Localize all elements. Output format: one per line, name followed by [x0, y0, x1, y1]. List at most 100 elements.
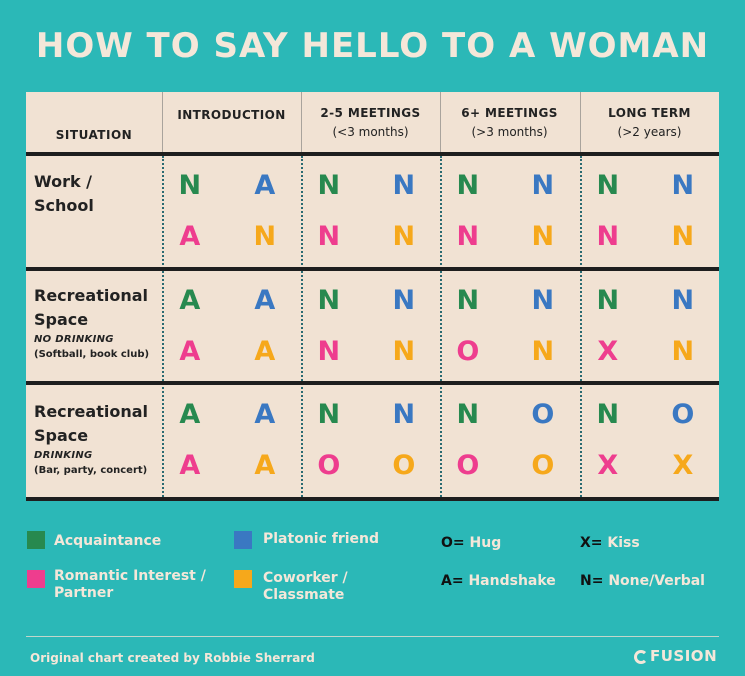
column-header-sublabel: (>3 months) — [471, 125, 548, 139]
greeting-mark-acquaintance: N — [317, 170, 341, 201]
greeting-mark-coworker: N — [392, 221, 416, 252]
greeting-mark-coworker: N — [531, 336, 555, 367]
row-label-recreational-drinking: Recreational Space DRINKING (Bar, party,… — [34, 400, 148, 476]
greeting-mark-acquaintance: N — [596, 399, 620, 430]
key-kiss: X= Kiss — [580, 535, 640, 551]
key-letter: X= — [580, 535, 603, 551]
header-divider — [580, 92, 581, 154]
greeting-mark-coworker: N — [671, 336, 695, 367]
row-divider — [26, 267, 719, 271]
column-header-6-plus-meetings: 6+ MEETINGS (>3 months) — [440, 106, 579, 139]
column-divider — [162, 156, 164, 500]
greeting-mark-romantic: X — [597, 450, 619, 481]
column-divider — [580, 156, 582, 500]
greeting-mark-platonic: A — [254, 170, 276, 201]
coworker-swatch — [234, 570, 252, 588]
row-label-line: Recreational — [34, 286, 148, 305]
column-header-label: 6+ MEETINGS — [461, 106, 558, 120]
greeting-mark-acquaintance: N — [596, 170, 620, 201]
key-meaning: None/Verbal — [608, 573, 705, 589]
greeting-mark-acquaintance: N — [317, 285, 341, 316]
row-label-work-school: Work / School — [34, 170, 94, 218]
row-label-recreational-no-drinking: Recreational Space NO DRINKING (Softball… — [34, 284, 149, 360]
greeting-mark-romantic: O — [456, 450, 480, 481]
legend-coworker: Coworker / Classmate — [263, 570, 348, 603]
row-label-line: Work / — [34, 172, 93, 191]
greeting-mark-romantic: O — [456, 336, 480, 367]
column-header-sublabel: (<3 months) — [332, 125, 409, 139]
greeting-mark-acquaintance: A — [179, 285, 201, 316]
greeting-mark-coworker: X — [672, 450, 694, 481]
chart-panel — [26, 92, 719, 500]
row-label-line: Space — [34, 426, 89, 445]
greeting-mark-coworker: N — [253, 221, 277, 252]
greeting-mark-coworker: N — [531, 221, 555, 252]
greeting-mark-coworker: A — [254, 336, 276, 367]
acquaintance-swatch — [27, 531, 45, 549]
header-divider — [440, 92, 441, 154]
header-divider — [301, 92, 302, 154]
greeting-mark-platonic: O — [531, 399, 555, 430]
row-divider — [26, 381, 719, 385]
greeting-mark-acquaintance: N — [456, 399, 480, 430]
column-header-long-term: LONG TERM (>2 years) — [580, 106, 719, 139]
situation-header: SITUATION — [55, 128, 133, 142]
row-example: (Softball, book club) — [34, 349, 150, 360]
column-header-label: LONG TERM — [608, 106, 691, 120]
column-header-label: 2-5 MEETINGS — [320, 106, 421, 120]
greeting-mark-romantic: A — [179, 221, 201, 252]
header-divider — [162, 92, 163, 154]
row-label-line: School — [34, 196, 94, 215]
fusion-logo-icon — [634, 650, 648, 664]
row-divider — [26, 497, 719, 501]
column-header-label: INTRODUCTION — [177, 108, 286, 122]
greeting-mark-romantic: A — [179, 336, 201, 367]
key-letter: A= — [441, 573, 464, 589]
greeting-mark-coworker: N — [392, 336, 416, 367]
chart-title: HOW TO SAY HELLO TO A WOMAN — [35, 26, 710, 66]
credit-text: Original chart created by Robbie Sherrar… — [30, 651, 315, 665]
romantic-interest-swatch — [27, 570, 45, 588]
greeting-mark-romantic: N — [317, 336, 341, 367]
greeting-mark-coworker: A — [254, 450, 276, 481]
greeting-mark-platonic: N — [392, 170, 416, 201]
greeting-mark-platonic: A — [254, 399, 276, 430]
greeting-mark-platonic: N — [671, 285, 695, 316]
key-letter: N= — [580, 573, 604, 589]
greeting-mark-acquaintance: N — [456, 170, 480, 201]
legend-platonic-friend: Platonic friend — [263, 531, 380, 547]
greeting-mark-platonic: N — [392, 399, 416, 430]
row-label-line: Recreational — [34, 402, 148, 421]
column-divider — [440, 156, 442, 500]
legend-romantic-interest: Romantic Interest / Partner — [54, 568, 206, 601]
key-none-verbal: N= None/Verbal — [580, 573, 705, 589]
row-divider — [26, 152, 719, 156]
key-letter: O= — [441, 535, 465, 551]
greeting-mark-romantic: X — [597, 336, 619, 367]
fusion-logo-text: FUSION — [650, 647, 718, 665]
column-header-sublabel: (>2 years) — [617, 125, 682, 139]
key-meaning: Handshake — [468, 573, 556, 589]
greeting-mark-romantic: O — [317, 450, 341, 481]
greeting-mark-platonic: N — [671, 170, 695, 201]
greeting-mark-romantic: A — [179, 450, 201, 481]
key-meaning: Kiss — [607, 535, 640, 551]
row-note: DRINKING — [34, 450, 93, 461]
greeting-mark-romantic: N — [456, 221, 480, 252]
greeting-mark-platonic: O — [671, 399, 695, 430]
legend-acquaintance: Acquaintance — [54, 533, 162, 549]
greeting-mark-romantic: N — [317, 221, 341, 252]
row-example: (Bar, party, concert) — [34, 465, 148, 476]
greeting-mark-acquaintance: N — [178, 170, 202, 201]
footer-divider — [26, 636, 719, 637]
greeting-mark-platonic: N — [392, 285, 416, 316]
column-header-introduction: INTRODUCTION — [162, 108, 301, 127]
greeting-mark-acquaintance: N — [317, 399, 341, 430]
greeting-mark-platonic: N — [531, 170, 555, 201]
greeting-mark-coworker: N — [671, 221, 695, 252]
key-hug: O= Hug — [441, 535, 501, 551]
greeting-mark-coworker: O — [392, 450, 416, 481]
column-divider — [301, 156, 303, 500]
greeting-mark-acquaintance: N — [456, 285, 480, 316]
row-note: NO DRINKING — [34, 334, 114, 345]
